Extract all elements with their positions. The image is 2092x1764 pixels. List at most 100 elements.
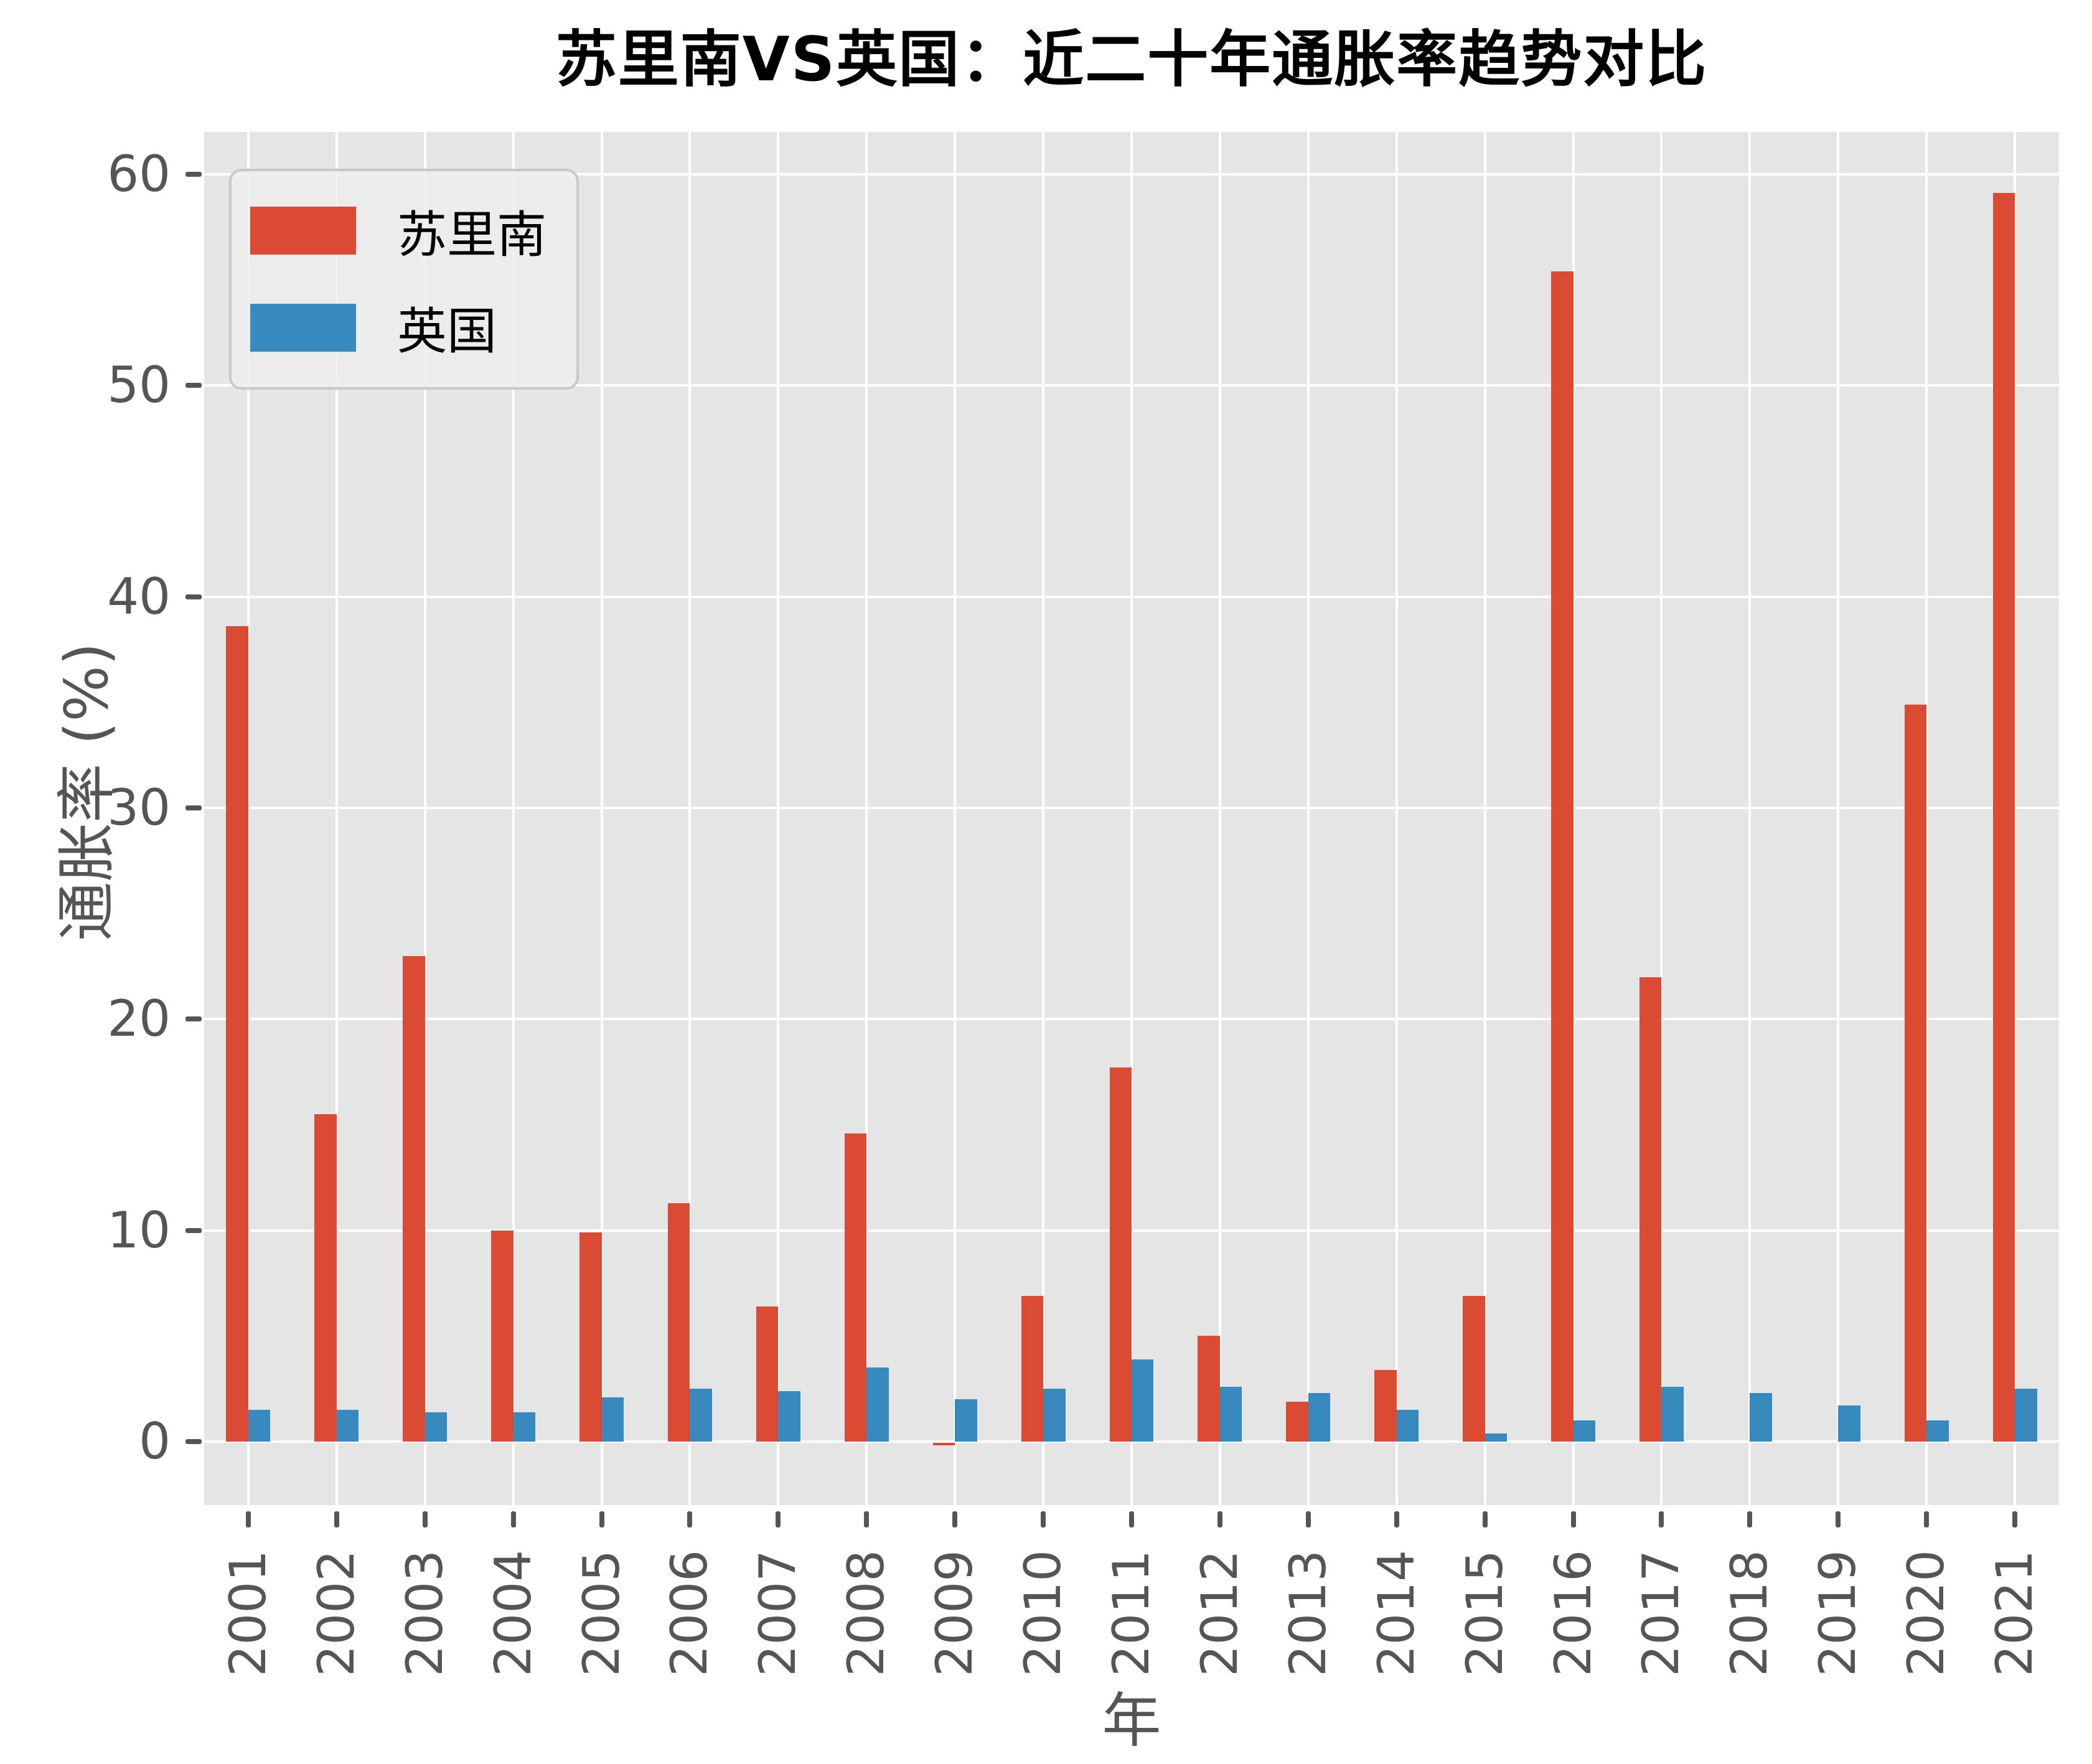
ytick-label-0: 0 bbox=[139, 1412, 171, 1471]
xtick-label-2011: 2011 bbox=[1102, 1550, 1160, 1677]
xtick-label-2014: 2014 bbox=[1367, 1550, 1425, 1677]
gridline-x-2017 bbox=[1660, 132, 1663, 1505]
legend-row-uk: 英国 bbox=[232, 290, 576, 365]
gridline-x-2014 bbox=[1395, 132, 1398, 1505]
bar-英国-2003 bbox=[424, 1412, 448, 1442]
bar-英国-2014 bbox=[1396, 1410, 1419, 1442]
xtick-mark-2001 bbox=[245, 1511, 251, 1527]
bar-苏里南-2006 bbox=[668, 1203, 690, 1442]
bar-英国-2010 bbox=[1043, 1389, 1066, 1442]
bar-苏里南-2008 bbox=[844, 1133, 867, 1442]
xtick-label-2019: 2019 bbox=[1809, 1550, 1867, 1677]
gridline-x-2009 bbox=[954, 132, 957, 1505]
plot-area bbox=[204, 132, 2059, 1505]
xtick-label-2020: 2020 bbox=[1897, 1550, 1956, 1677]
gridline-x-2016 bbox=[1572, 132, 1575, 1505]
xtick-label-2008: 2008 bbox=[837, 1550, 896, 1677]
xtick-label-2013: 2013 bbox=[1278, 1550, 1337, 1677]
xtick-mark-2017 bbox=[1659, 1511, 1664, 1527]
chart-title: 苏里南VS英国：近二十年通胀率趋势对比 bbox=[555, 24, 1708, 95]
xtick-mark-2013 bbox=[1305, 1511, 1311, 1527]
xtick-label-2016: 2016 bbox=[1544, 1550, 1602, 1677]
gridline-x-2002 bbox=[335, 132, 338, 1505]
ytick-label-10: 10 bbox=[107, 1201, 171, 1259]
xtick-mark-2006 bbox=[687, 1511, 693, 1527]
bar-苏里南-2010 bbox=[1021, 1296, 1044, 1442]
bar-英国-2008 bbox=[866, 1368, 889, 1442]
xtick-label-2010: 2010 bbox=[1014, 1550, 1072, 1677]
xtick-mark-2014 bbox=[1394, 1511, 1399, 1527]
xtick-label-2015: 2015 bbox=[1455, 1550, 1514, 1677]
xtick-mark-2012 bbox=[1217, 1511, 1222, 1527]
xtick-mark-2018 bbox=[1747, 1511, 1753, 1527]
bar-苏里南-2011 bbox=[1109, 1067, 1132, 1442]
bar-英国-2011 bbox=[1132, 1359, 1154, 1442]
bar-英国-2001 bbox=[248, 1410, 271, 1442]
ytick-mark-60 bbox=[185, 171, 202, 177]
bar-苏里南-2017 bbox=[1639, 977, 1662, 1442]
legend-swatch-suriname bbox=[250, 207, 356, 255]
bar-苏里南-2004 bbox=[491, 1230, 514, 1442]
xtick-mark-2011 bbox=[1129, 1511, 1134, 1527]
gridline-x-2019 bbox=[1837, 132, 1840, 1505]
xtick-mark-2015 bbox=[1482, 1511, 1488, 1527]
ytick-label-20: 20 bbox=[107, 990, 171, 1048]
ytick-mark-40 bbox=[185, 594, 202, 599]
bar-英国-2007 bbox=[778, 1391, 800, 1442]
gridline-x-2010 bbox=[1042, 132, 1045, 1505]
bar-英国-2005 bbox=[601, 1397, 624, 1442]
xtick-label-2004: 2004 bbox=[484, 1550, 542, 1677]
y-axis-label: 通胀率 (%) bbox=[53, 642, 121, 941]
gridline-x-2004 bbox=[512, 132, 515, 1505]
gridline-x-2012 bbox=[1218, 132, 1221, 1505]
bar-英国-2006 bbox=[690, 1389, 712, 1442]
bar-苏里南-2016 bbox=[1551, 271, 1574, 1442]
gridline-x-2007 bbox=[777, 132, 780, 1505]
xtick-label-2018: 2018 bbox=[1720, 1550, 1779, 1677]
bar-英国-2015 bbox=[1485, 1433, 1508, 1442]
ytick-mark-0 bbox=[185, 1439, 202, 1445]
bar-英国-2021 bbox=[2015, 1389, 2037, 1442]
xtick-mark-2020 bbox=[1924, 1511, 1930, 1527]
xtick-mark-2005 bbox=[599, 1511, 604, 1527]
bar-英国-2019 bbox=[1838, 1405, 1860, 1442]
ytick-label-60: 60 bbox=[107, 144, 171, 203]
legend: 苏里南 英国 bbox=[229, 169, 579, 390]
legend-row-suriname: 苏里南 bbox=[232, 194, 576, 268]
ytick-mark-10 bbox=[185, 1227, 202, 1233]
gridline-x-2018 bbox=[1748, 132, 1752, 1505]
ytick-label-50: 50 bbox=[107, 356, 171, 415]
bar-苏里南-2021 bbox=[1992, 193, 2015, 1442]
gridline-x-2005 bbox=[600, 132, 603, 1505]
xtick-mark-2021 bbox=[2012, 1511, 2018, 1527]
bar-苏里南-2012 bbox=[1198, 1336, 1220, 1442]
gridline-x-2001 bbox=[246, 132, 250, 1505]
bar-苏里南-2013 bbox=[1286, 1401, 1308, 1442]
bar-英国-2018 bbox=[1750, 1393, 1772, 1442]
bar-英国-2009 bbox=[955, 1399, 977, 1442]
bar-英国-2020 bbox=[1926, 1420, 1949, 1442]
gridline-x-2020 bbox=[1925, 132, 1928, 1505]
xtick-mark-2004 bbox=[510, 1511, 516, 1527]
bar-英国-2012 bbox=[1219, 1386, 1242, 1442]
legend-label-uk: 英国 bbox=[397, 303, 497, 361]
bar-英国-2016 bbox=[1573, 1420, 1595, 1442]
xtick-label-2001: 2001 bbox=[218, 1550, 277, 1677]
legend-swatch-uk bbox=[250, 303, 356, 352]
xtick-mark-2002 bbox=[334, 1511, 339, 1527]
xtick-label-2006: 2006 bbox=[660, 1550, 719, 1677]
xtick-mark-2010 bbox=[1041, 1511, 1046, 1527]
gridline-x-2006 bbox=[688, 132, 692, 1505]
xtick-mark-2007 bbox=[776, 1511, 781, 1527]
ytick-mark-30 bbox=[185, 805, 202, 811]
xtick-mark-2016 bbox=[1570, 1511, 1576, 1527]
bar-苏里南-2003 bbox=[403, 955, 425, 1442]
bar-苏里南-2020 bbox=[1904, 704, 1927, 1442]
ytick-mark-50 bbox=[185, 383, 202, 388]
bar-苏里南-2014 bbox=[1374, 1369, 1397, 1442]
xtick-label-2021: 2021 bbox=[1986, 1550, 2044, 1677]
bar-英国-2013 bbox=[1308, 1393, 1331, 1442]
ytick-label-40: 40 bbox=[107, 567, 171, 626]
x-axis-label: 年 bbox=[1102, 1687, 1161, 1755]
